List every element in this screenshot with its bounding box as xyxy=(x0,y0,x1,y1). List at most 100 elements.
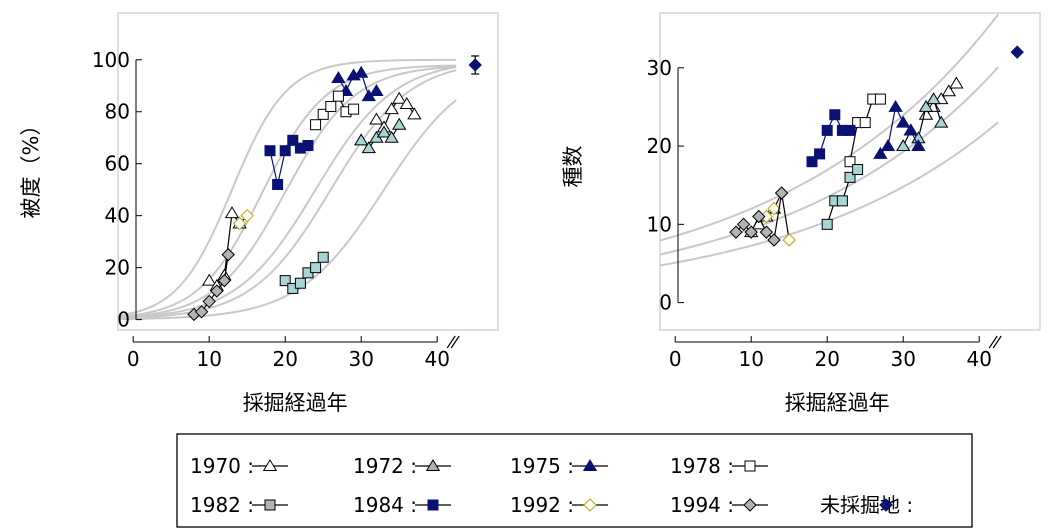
series-1970 xyxy=(918,76,964,120)
series-1984 xyxy=(806,109,856,168)
data-point xyxy=(310,119,322,131)
data-point xyxy=(232,216,247,231)
y-tick-label: 10 xyxy=(647,212,672,236)
data-point xyxy=(221,247,235,262)
plot-frame xyxy=(659,12,1041,331)
data-series xyxy=(187,55,482,322)
fit-curve xyxy=(659,121,999,267)
data-point xyxy=(888,99,903,112)
data-point xyxy=(926,92,941,105)
legend-label: 1984 : xyxy=(353,493,417,517)
x-tick-label: 10 xyxy=(196,347,221,371)
legend-entry: 1978 : xyxy=(670,454,768,478)
x-tick-label: 0 xyxy=(669,347,682,371)
y-tick-label: 80 xyxy=(105,100,130,124)
x-axis-label: 採掘経過年 xyxy=(243,391,348,415)
legend-entry: 1984 : xyxy=(353,493,451,517)
data-point xyxy=(294,277,306,289)
data-point xyxy=(224,206,240,219)
data-point xyxy=(331,70,346,83)
y-tick-label: 20 xyxy=(647,134,672,158)
legend-box xyxy=(176,433,973,528)
fit-curves xyxy=(117,58,457,321)
legend-label: 1978 : xyxy=(670,454,734,478)
data-point xyxy=(918,107,934,120)
data-point xyxy=(821,218,833,230)
data-point xyxy=(1010,45,1024,59)
fit-curve xyxy=(659,13,999,242)
legend-marker xyxy=(583,498,597,512)
data-point xyxy=(903,123,918,136)
legend-label: 1970 : xyxy=(190,454,254,478)
axis-break-mark xyxy=(992,335,1002,349)
data-point xyxy=(859,117,871,129)
legend-entry: 1994 : xyxy=(670,493,768,517)
series-1982 xyxy=(821,164,864,230)
legend-label: 1982 : xyxy=(190,493,254,517)
data-point xyxy=(896,139,911,152)
data-point xyxy=(806,156,818,168)
legend-entry: 1970 : xyxy=(190,454,288,478)
data-point xyxy=(767,201,781,216)
series-未採掘地 xyxy=(1010,45,1024,59)
y-axis-label: 種数 xyxy=(561,146,585,188)
fit-curve xyxy=(118,99,457,321)
data-point xyxy=(384,102,399,115)
legend: 1970 : 1972 : 1975 : 1978 : 1982 : 1984 : 1992… xyxy=(176,433,973,528)
data-point xyxy=(317,108,329,120)
y-tick-label: 100 xyxy=(92,48,130,72)
data-point xyxy=(468,58,482,72)
series-line xyxy=(765,191,790,241)
data-point xyxy=(202,273,217,286)
data-point xyxy=(348,103,360,115)
data-point xyxy=(941,84,956,97)
y-tick-label: 30 xyxy=(647,56,672,80)
data-point xyxy=(240,208,254,223)
data-point xyxy=(302,140,314,152)
x-tick-label: 0 xyxy=(127,347,140,371)
x-tick-label: 30 xyxy=(348,347,373,371)
data-series xyxy=(729,45,1024,247)
cover-panel: 0 10 20 30 40 0 20 40 60 80 100 被度（%） 採掘経過年 xyxy=(19,12,499,415)
data-point xyxy=(729,225,743,239)
data-point xyxy=(844,124,856,136)
data-point xyxy=(210,284,224,298)
data-point xyxy=(376,125,392,138)
data-point xyxy=(852,164,864,176)
y-tick-label: 0 xyxy=(117,308,130,332)
legend-marker xyxy=(262,459,278,471)
legend-marker xyxy=(425,459,441,471)
data-point xyxy=(354,65,369,78)
x-tick-label: 10 xyxy=(738,347,763,371)
data-point xyxy=(844,156,856,168)
legend-marker xyxy=(264,499,276,511)
data-point xyxy=(407,107,422,120)
x-tick-label: 40 xyxy=(966,347,991,371)
series-1975 xyxy=(873,99,926,159)
axis-break-mark xyxy=(988,335,998,349)
data-point xyxy=(767,233,781,247)
series-1972 xyxy=(354,117,407,154)
data-point xyxy=(744,225,758,239)
data-point xyxy=(911,139,926,152)
x-tick-label: 30 xyxy=(890,347,915,371)
series-1975 xyxy=(331,65,384,102)
data-point xyxy=(814,148,826,160)
data-point xyxy=(829,109,841,121)
data-point xyxy=(759,225,774,239)
data-point xyxy=(384,130,399,143)
legend-label: 1992 : xyxy=(510,493,574,517)
legend-label: 1972 : xyxy=(353,454,417,478)
data-point xyxy=(279,145,291,157)
axes: 0 10 20 30 40 0 10 20 30 xyxy=(647,56,1002,371)
x-tick-label: 40 xyxy=(424,347,449,371)
series-1978 xyxy=(844,93,886,168)
data-point xyxy=(399,96,414,109)
data-point xyxy=(332,90,344,102)
legend-marker xyxy=(582,459,598,471)
plot-frame xyxy=(117,12,499,331)
data-point xyxy=(918,99,934,112)
data-point xyxy=(369,112,384,125)
legend-marker xyxy=(744,460,756,472)
